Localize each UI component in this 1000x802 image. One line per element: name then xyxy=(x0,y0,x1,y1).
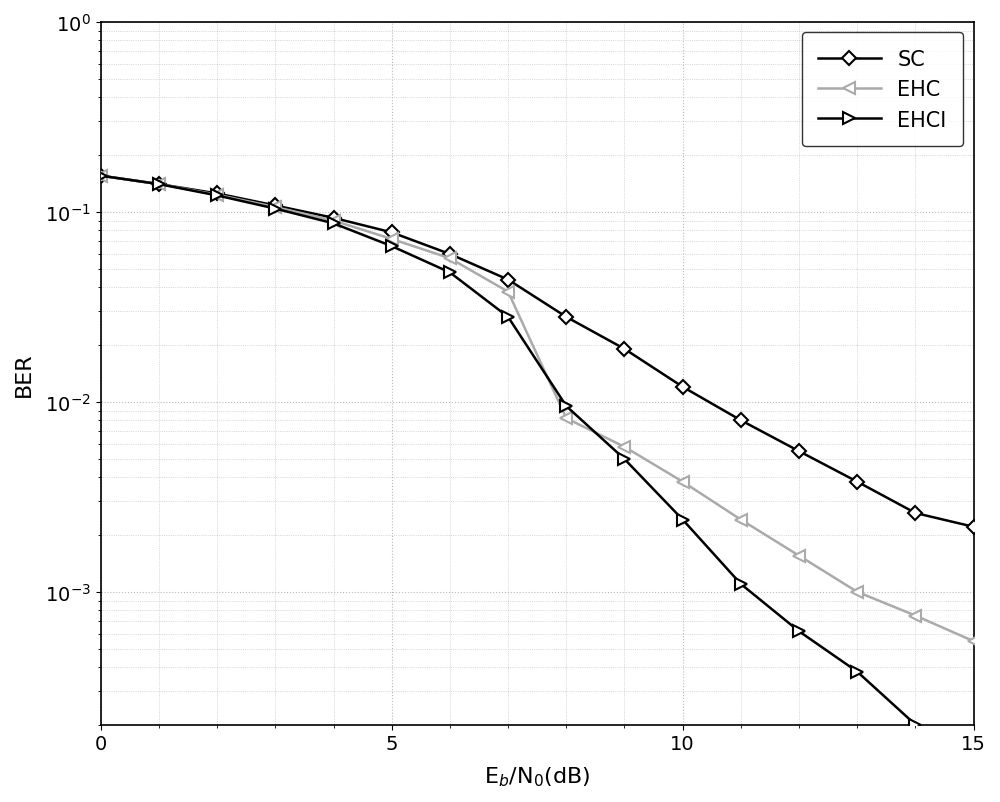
EHC xyxy=(95,172,107,181)
EHCI xyxy=(735,580,747,589)
EHC xyxy=(851,587,863,597)
X-axis label: E$_b$/N$_0$(dB): E$_b$/N$_0$(dB) xyxy=(484,764,590,788)
EHCI xyxy=(618,455,630,464)
EHCI xyxy=(851,667,863,677)
SC xyxy=(95,172,107,181)
SC xyxy=(968,522,980,532)
Line: SC: SC xyxy=(96,172,979,532)
EHC xyxy=(502,287,514,297)
Line: EHC: EHC xyxy=(94,170,980,648)
EHC xyxy=(560,414,572,423)
Line: EHCI: EHCI xyxy=(94,170,980,776)
EHCI xyxy=(909,720,921,730)
EHC xyxy=(444,254,456,264)
Legend: SC, EHC, EHCI: SC, EHC, EHCI xyxy=(802,33,963,148)
SC xyxy=(328,214,340,224)
EHC xyxy=(968,637,980,646)
Y-axis label: BER: BER xyxy=(14,351,34,396)
SC xyxy=(618,345,630,354)
SC xyxy=(269,201,281,211)
SC xyxy=(386,229,398,238)
EHCI xyxy=(386,242,398,252)
EHC xyxy=(211,191,223,200)
EHC xyxy=(153,180,165,189)
SC xyxy=(851,477,863,487)
EHCI xyxy=(677,515,689,525)
EHCI xyxy=(502,313,514,322)
EHCI xyxy=(153,180,165,189)
SC xyxy=(153,180,165,189)
EHC xyxy=(735,515,747,525)
SC xyxy=(793,447,805,456)
SC xyxy=(677,383,689,392)
SC xyxy=(502,275,514,285)
EHCI xyxy=(793,626,805,636)
EHCI xyxy=(968,766,980,776)
EHC xyxy=(618,443,630,452)
SC xyxy=(909,508,921,518)
EHC xyxy=(909,611,921,621)
EHC xyxy=(386,235,398,245)
EHCI xyxy=(560,402,572,411)
EHCI xyxy=(269,205,281,214)
EHC xyxy=(269,203,281,213)
SC xyxy=(735,416,747,426)
EHC xyxy=(677,477,689,487)
EHCI xyxy=(95,172,107,181)
SC xyxy=(560,313,572,322)
EHC xyxy=(328,217,340,226)
EHC xyxy=(793,551,805,561)
EHCI xyxy=(211,192,223,201)
EHCI xyxy=(444,268,456,277)
SC xyxy=(444,250,456,260)
EHCI xyxy=(328,219,340,229)
SC xyxy=(211,189,223,199)
